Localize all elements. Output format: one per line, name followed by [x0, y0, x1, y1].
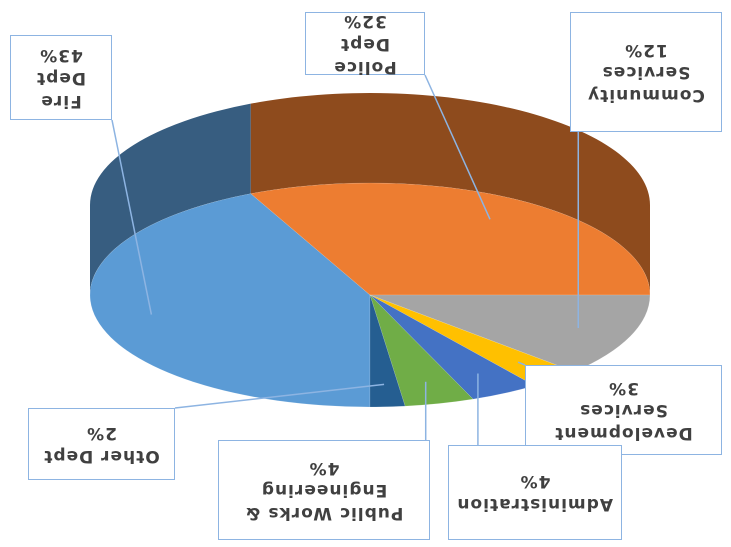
pie-top [89, 182, 651, 408]
data-callout: Other Dept 2% [28, 408, 175, 480]
data-callout: Development Services 3% [525, 365, 722, 455]
data-callout: Administration 4% [448, 445, 622, 540]
leader-line [174, 383, 385, 409]
value-label: 4% [519, 471, 551, 492]
data-callout: Public Works & Engineering 4% [218, 440, 430, 540]
category-label: Community Services [587, 62, 705, 106]
data-callout: Community Services 12% [570, 12, 722, 132]
value-label: 4% [308, 457, 340, 478]
slice-side [90, 103, 251, 295]
category-label: Development Services [554, 400, 693, 444]
category-label: Fire Dept [36, 67, 86, 111]
slice [369, 294, 474, 407]
data-callout: Fire Dept 43% [10, 35, 112, 120]
value-label: 2% [86, 423, 117, 443]
value-label: 43% [39, 45, 83, 66]
leader-line [111, 119, 153, 315]
slice [250, 182, 651, 296]
leader-line [424, 74, 491, 220]
category-label: Administration [456, 494, 613, 515]
pie-sides [90, 92, 650, 295]
value-label: 12% [624, 39, 668, 60]
category-label: Public Works & Engineering [244, 480, 404, 524]
slice-side [250, 92, 650, 295]
data-callout: Police Dept 32% [305, 11, 425, 77]
leader-line [517, 361, 526, 366]
category-label: Other Dept [43, 445, 160, 466]
value-label: 3% [608, 377, 639, 398]
slice [89, 193, 371, 408]
category-label: Police Dept [333, 33, 397, 77]
slice [369, 294, 406, 408]
value-label: 32% [343, 11, 387, 32]
